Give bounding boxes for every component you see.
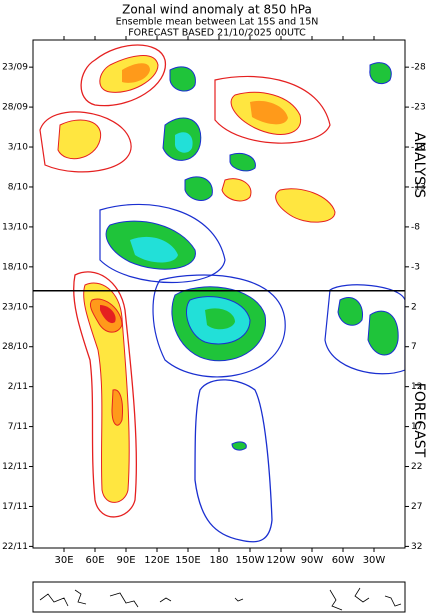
chart-title: Zonal wind anomaly at 850 hPa [122,3,312,17]
contour [73,271,137,518]
y-tick-label: 17/11 [2,502,28,512]
y-tick-label: 8/10 [8,182,28,192]
x-tick-label: 30E [54,555,73,566]
x-tick-label: 120E [144,555,169,566]
y-tick-label: 23/10 [2,302,28,312]
chart-subtitle: Ensemble mean between Lat 15S and 15N [116,17,319,28]
contour [367,310,399,356]
y-tick-label: 28/10 [2,342,28,352]
y2-tick-label: 22 [411,462,422,472]
x-tick-label: 150E [175,555,200,566]
contour [169,66,196,92]
contour [369,62,392,85]
contour-field [39,44,405,543]
contour [80,44,166,107]
contour [229,153,256,172]
contour [130,236,178,263]
contour [275,188,336,223]
y2-tick-label: -8 [411,222,420,232]
contour [205,308,235,330]
contour [122,63,150,83]
y2-tick-label: -23 [411,103,426,113]
y-tick-label: 28/09 [2,103,28,113]
map-strip [32,581,406,613]
y2-tick-label: 17 [411,422,422,432]
contour [111,389,123,426]
contour [214,75,331,144]
y2-tick-label: 12 [411,382,422,392]
contour [221,178,252,202]
coastline [39,587,402,611]
y2-tick-label: -13 [411,182,426,192]
y-tick-label: 18/10 [2,262,28,272]
x-tick-label: 30W [363,555,386,566]
y2-tick-label: -18 [411,143,426,153]
annotation: FORECAST [411,383,427,458]
map-frame [32,581,406,613]
contour [231,441,247,451]
contour [250,100,288,125]
y-tick-label: 13/10 [2,222,28,232]
y-tick-label: 7/11 [8,422,28,432]
contour [184,176,213,201]
x-tick-label: 180 [209,555,228,566]
y2-tick-label: 7 [411,342,417,352]
contour [337,297,364,326]
contour [83,282,130,503]
y2-tick-label: 2 [411,302,417,312]
y2-tick-label: 32 [411,542,422,552]
x-tick-label: 60W [332,555,355,566]
x-tick-label: 90W [301,555,324,566]
y-tick-label: 23/09 [2,63,28,73]
x-tick-label: 90E [116,555,135,566]
y2-tick-label: -28 [411,63,426,73]
y-tick-label: 3/10 [8,143,28,153]
contour [194,379,273,543]
contour [39,111,132,173]
chart-subtitle: FORECAST BASED 21/10/2025 00UTC [128,28,306,39]
contour [100,305,116,324]
x-tick-label: 120W [267,555,296,566]
contour [175,132,193,153]
contour [57,119,102,160]
y-tick-label: 12/11 [2,462,28,472]
y-tick-label: 2/11 [8,382,28,392]
y2-tick-label: 27 [411,502,422,512]
x-tick-label: 60E [85,555,104,566]
annotation: ANALYSIS [411,132,427,198]
y2-tick-label: -3 [411,262,420,272]
x-tick-label: 150W [236,555,265,566]
contour [99,203,226,283]
contour [152,274,286,378]
y-tick-label: 22/11 [2,542,28,552]
